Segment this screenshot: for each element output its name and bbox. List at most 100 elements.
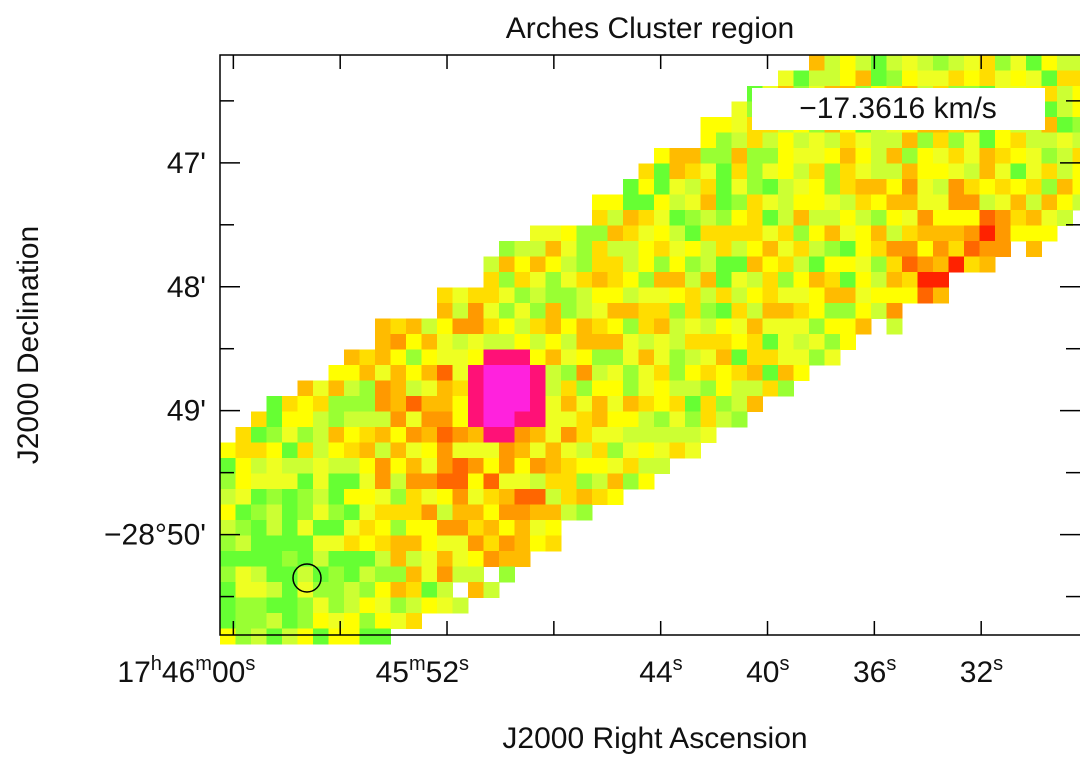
pixel [623, 318, 639, 335]
pixel [902, 179, 918, 195]
pixel [809, 256, 825, 273]
pixel [886, 318, 903, 335]
pixel [499, 396, 515, 412]
pixel [871, 163, 887, 180]
pixel [638, 179, 655, 195]
pixel [468, 551, 484, 567]
pixel [669, 163, 686, 180]
pixel [979, 132, 996, 149]
pixel [468, 287, 484, 304]
pixel [328, 551, 345, 567]
pixel [561, 380, 577, 397]
pixel [607, 442, 624, 459]
pixel [406, 365, 422, 381]
pixel [778, 179, 794, 195]
pixel [452, 551, 469, 567]
pixel [499, 287, 515, 304]
pixel [592, 210, 608, 226]
pixel [762, 318, 779, 335]
pixel [1026, 225, 1042, 242]
pixel [1057, 210, 1073, 226]
pixel [313, 458, 329, 474]
pixel [1026, 163, 1042, 180]
pixel [375, 520, 391, 536]
pixel [514, 489, 531, 505]
pixel [654, 225, 670, 242]
pixel [747, 334, 763, 350]
pixel [344, 396, 360, 412]
pixel [809, 303, 825, 319]
pixel [235, 628, 252, 645]
pixel [421, 318, 438, 335]
pixel [251, 504, 267, 521]
pixel [561, 318, 577, 335]
pixel [995, 179, 1011, 195]
pixel [390, 318, 407, 335]
pixel [731, 241, 748, 257]
pixel [530, 256, 546, 273]
pixel [824, 194, 841, 211]
pixel [514, 473, 531, 490]
pixel [313, 520, 329, 536]
pixel [406, 566, 422, 583]
pixel [747, 132, 763, 149]
pixel [917, 132, 934, 149]
pixel [220, 628, 236, 645]
pixel [235, 582, 252, 598]
pixel [933, 272, 949, 288]
pixel [282, 458, 298, 474]
pixel [979, 241, 996, 257]
pixel [266, 396, 283, 412]
unit-value: 00 [212, 656, 245, 689]
pixel [266, 489, 283, 505]
pixel [979, 194, 996, 211]
pixel [886, 225, 903, 242]
pixel [840, 272, 856, 288]
pixel [669, 380, 686, 397]
pixel [328, 396, 345, 412]
unit-sup: s [993, 653, 1003, 675]
pixel [1010, 210, 1027, 226]
pixel [607, 411, 624, 428]
pixel [499, 442, 515, 459]
pixel [855, 163, 872, 180]
pixel [747, 349, 763, 366]
pixel [313, 582, 329, 598]
pixel [793, 194, 810, 211]
pixel [344, 582, 360, 598]
pixel [793, 303, 810, 319]
pixel [545, 241, 562, 257]
pixel [220, 520, 236, 536]
pixel [685, 334, 701, 350]
pixel [483, 473, 500, 490]
pixel [499, 303, 515, 319]
pixel [1072, 163, 1080, 180]
pixel [995, 194, 1011, 211]
pixel [545, 458, 562, 474]
pixel [793, 334, 810, 350]
pixel [933, 132, 949, 149]
pixel [669, 287, 686, 304]
pixel [359, 520, 376, 536]
pixel [406, 380, 422, 397]
pixel [607, 458, 624, 474]
pixel [1072, 179, 1080, 195]
pixel [468, 489, 484, 505]
pixel [437, 334, 453, 350]
pixel [592, 427, 608, 443]
pixel [1026, 241, 1042, 257]
pixel [1026, 70, 1042, 87]
pixel [855, 132, 872, 149]
pixel [995, 70, 1011, 87]
pixel [778, 287, 794, 304]
pixel [437, 551, 453, 567]
pixel [979, 210, 996, 226]
pixel [375, 411, 391, 428]
pixel [390, 582, 407, 598]
pixel [716, 411, 732, 428]
pixel [623, 349, 639, 366]
pixel [344, 551, 360, 567]
pixel [731, 179, 748, 195]
pixel [700, 396, 717, 412]
